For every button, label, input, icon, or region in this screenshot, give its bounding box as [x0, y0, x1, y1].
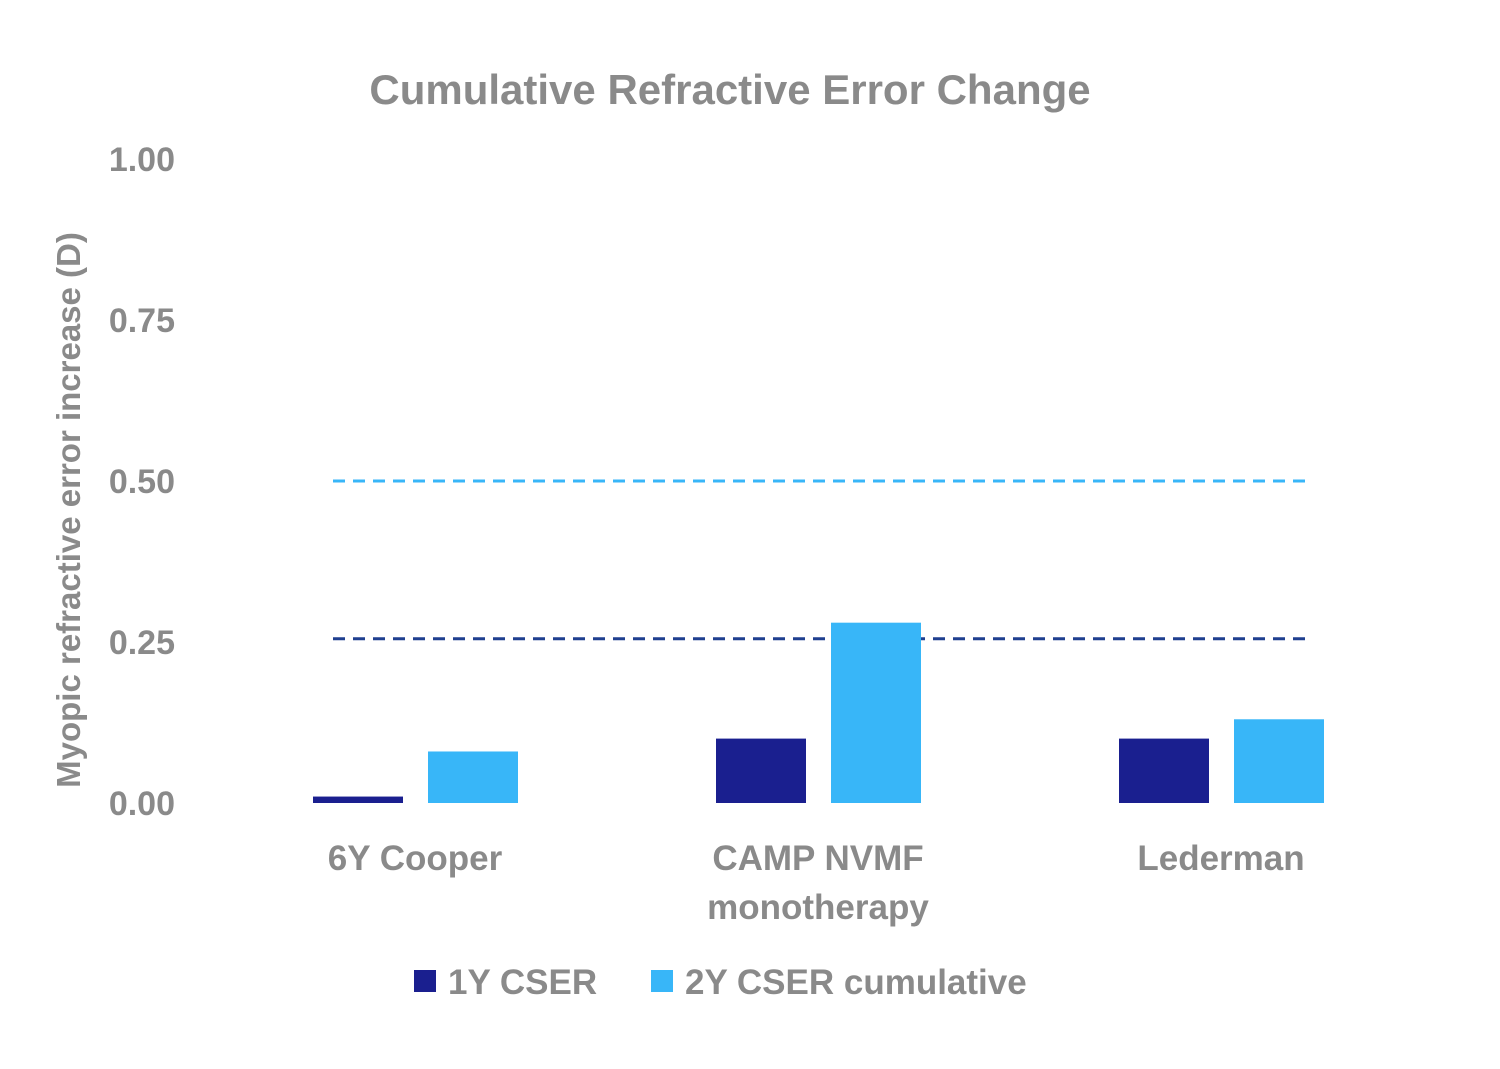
category-label: Lederman [1137, 839, 1304, 878]
legend-label: 1Y CSER [448, 963, 597, 1002]
legend-swatch [651, 970, 673, 992]
bar-series2 [831, 622, 921, 803]
y-tick-label: 0.25 [109, 624, 175, 662]
bars [313, 622, 1324, 803]
bar-series2 [428, 751, 518, 803]
reference-lines [333, 479, 1312, 641]
bar-series1 [716, 738, 806, 803]
category-label: monotherapy [707, 888, 929, 927]
y-tick-label: 1.00 [109, 141, 175, 179]
y-tick-label: 0.00 [109, 785, 175, 823]
y-axis-label: Myopic refractive error increase (D) [50, 232, 87, 788]
chart-title: Cumulative Refractive Error Change [369, 66, 1090, 113]
legend-label: 2Y CSER cumulative [685, 963, 1027, 1002]
category-label: CAMP NVMF [712, 839, 923, 878]
y-tick-label: 0.50 [109, 463, 175, 501]
category-labels: 6Y Cooper CAMP NVMF monotherapy Lederman [328, 839, 1305, 927]
category-label: 6Y Cooper [328, 839, 503, 878]
legend-swatch [414, 970, 436, 992]
bar-series1 [1119, 738, 1209, 803]
bar-series1 [313, 796, 403, 803]
y-tick-label: 0.75 [109, 302, 175, 340]
legend: 1Y CSER 2Y CSER cumulative [414, 963, 1027, 1002]
y-axis-ticks: 0.00 0.25 0.50 0.75 1.00 [109, 141, 175, 823]
bar-series2 [1234, 719, 1324, 803]
